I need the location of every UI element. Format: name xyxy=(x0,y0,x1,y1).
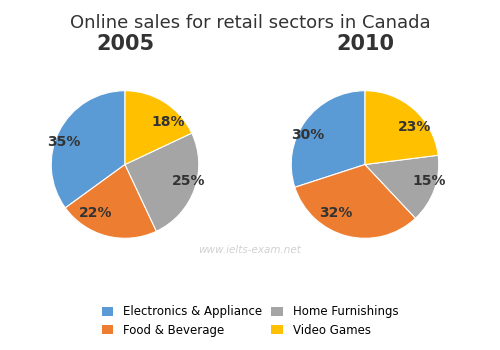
Wedge shape xyxy=(365,155,439,218)
Text: 18%: 18% xyxy=(152,115,186,129)
Text: www.ielts-exam.net: www.ielts-exam.net xyxy=(198,245,302,255)
Text: 32%: 32% xyxy=(319,206,352,220)
Wedge shape xyxy=(125,91,192,164)
Wedge shape xyxy=(51,91,125,208)
Wedge shape xyxy=(295,164,416,238)
Title: 2005: 2005 xyxy=(96,34,154,55)
Text: 23%: 23% xyxy=(398,120,432,134)
Text: 25%: 25% xyxy=(172,175,206,189)
Wedge shape xyxy=(125,133,199,231)
Legend: Electronics & Appliance, Food & Beverage, Home Furnishings, Video Games: Electronics & Appliance, Food & Beverage… xyxy=(98,302,402,341)
Wedge shape xyxy=(291,91,365,187)
Text: 15%: 15% xyxy=(412,175,446,189)
Text: 35%: 35% xyxy=(47,135,80,149)
Title: 2010: 2010 xyxy=(336,34,394,55)
Text: 30%: 30% xyxy=(291,128,324,142)
Wedge shape xyxy=(365,91,438,164)
Text: 22%: 22% xyxy=(79,206,112,220)
Text: Online sales for retail sectors in Canada: Online sales for retail sectors in Canad… xyxy=(70,14,430,32)
Wedge shape xyxy=(66,164,156,238)
